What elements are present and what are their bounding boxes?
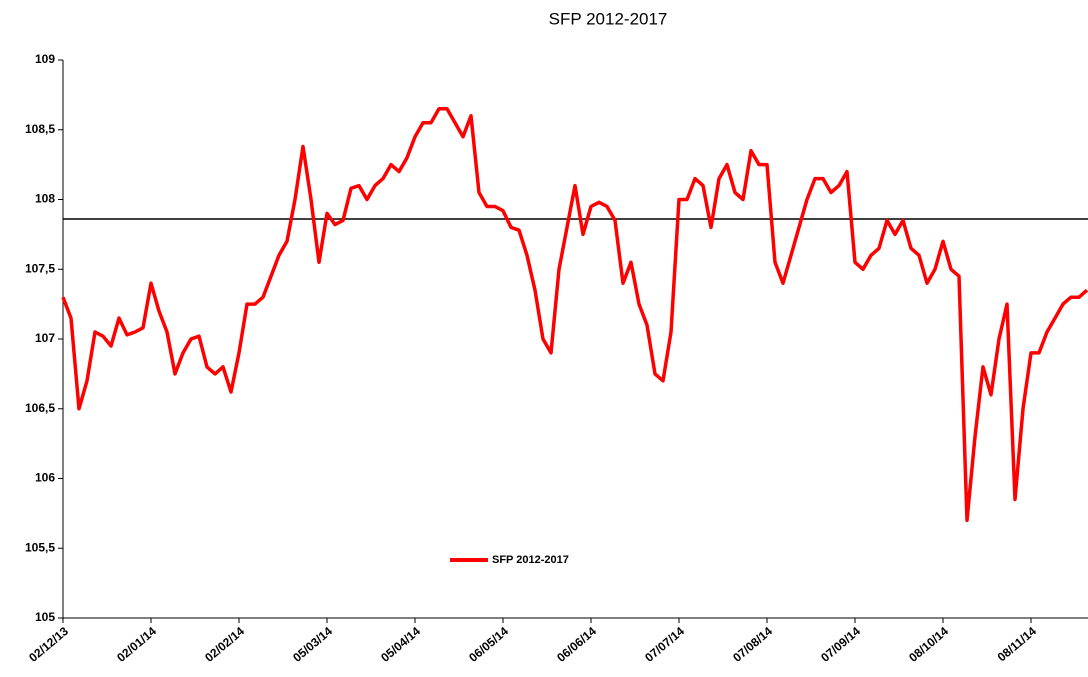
y-tick-label: 109	[35, 52, 55, 66]
x-tick-label: 05/03/14	[290, 624, 335, 665]
y-tick-label: 108,5	[25, 122, 55, 136]
y-tick-label: 107,5	[25, 261, 55, 275]
y-tick-label: 106,5	[25, 401, 55, 415]
x-tick-label: 06/05/14	[466, 624, 511, 665]
y-tick-label: 106	[35, 471, 55, 485]
chart-title: SFP 2012-2017	[549, 9, 668, 28]
x-tick-label: 06/06/14	[554, 624, 599, 665]
y-tick-label: 105	[35, 610, 55, 624]
data-line	[61, 107, 1088, 523]
x-tick-label: 05/04/14	[378, 624, 423, 665]
x-tick-label: 02/01/14	[114, 624, 159, 665]
x-tick-label: 07/08/14	[730, 624, 775, 665]
x-tick-label: 02/12/13	[26, 624, 71, 665]
legend-label: SFP 2012-2017	[492, 554, 569, 566]
y-tick-label: 105,5	[25, 540, 55, 554]
x-tick-label: 02/02/14	[202, 624, 247, 665]
y-tick-label: 107	[35, 331, 55, 345]
x-tick-label: 07/09/14	[818, 624, 863, 665]
x-tick-label: 08/10/14	[906, 624, 951, 665]
y-tick-label: 108	[35, 192, 55, 206]
x-tick-label: 07/07/14	[642, 624, 687, 665]
x-tick-label: 08/11/14	[995, 624, 1040, 665]
